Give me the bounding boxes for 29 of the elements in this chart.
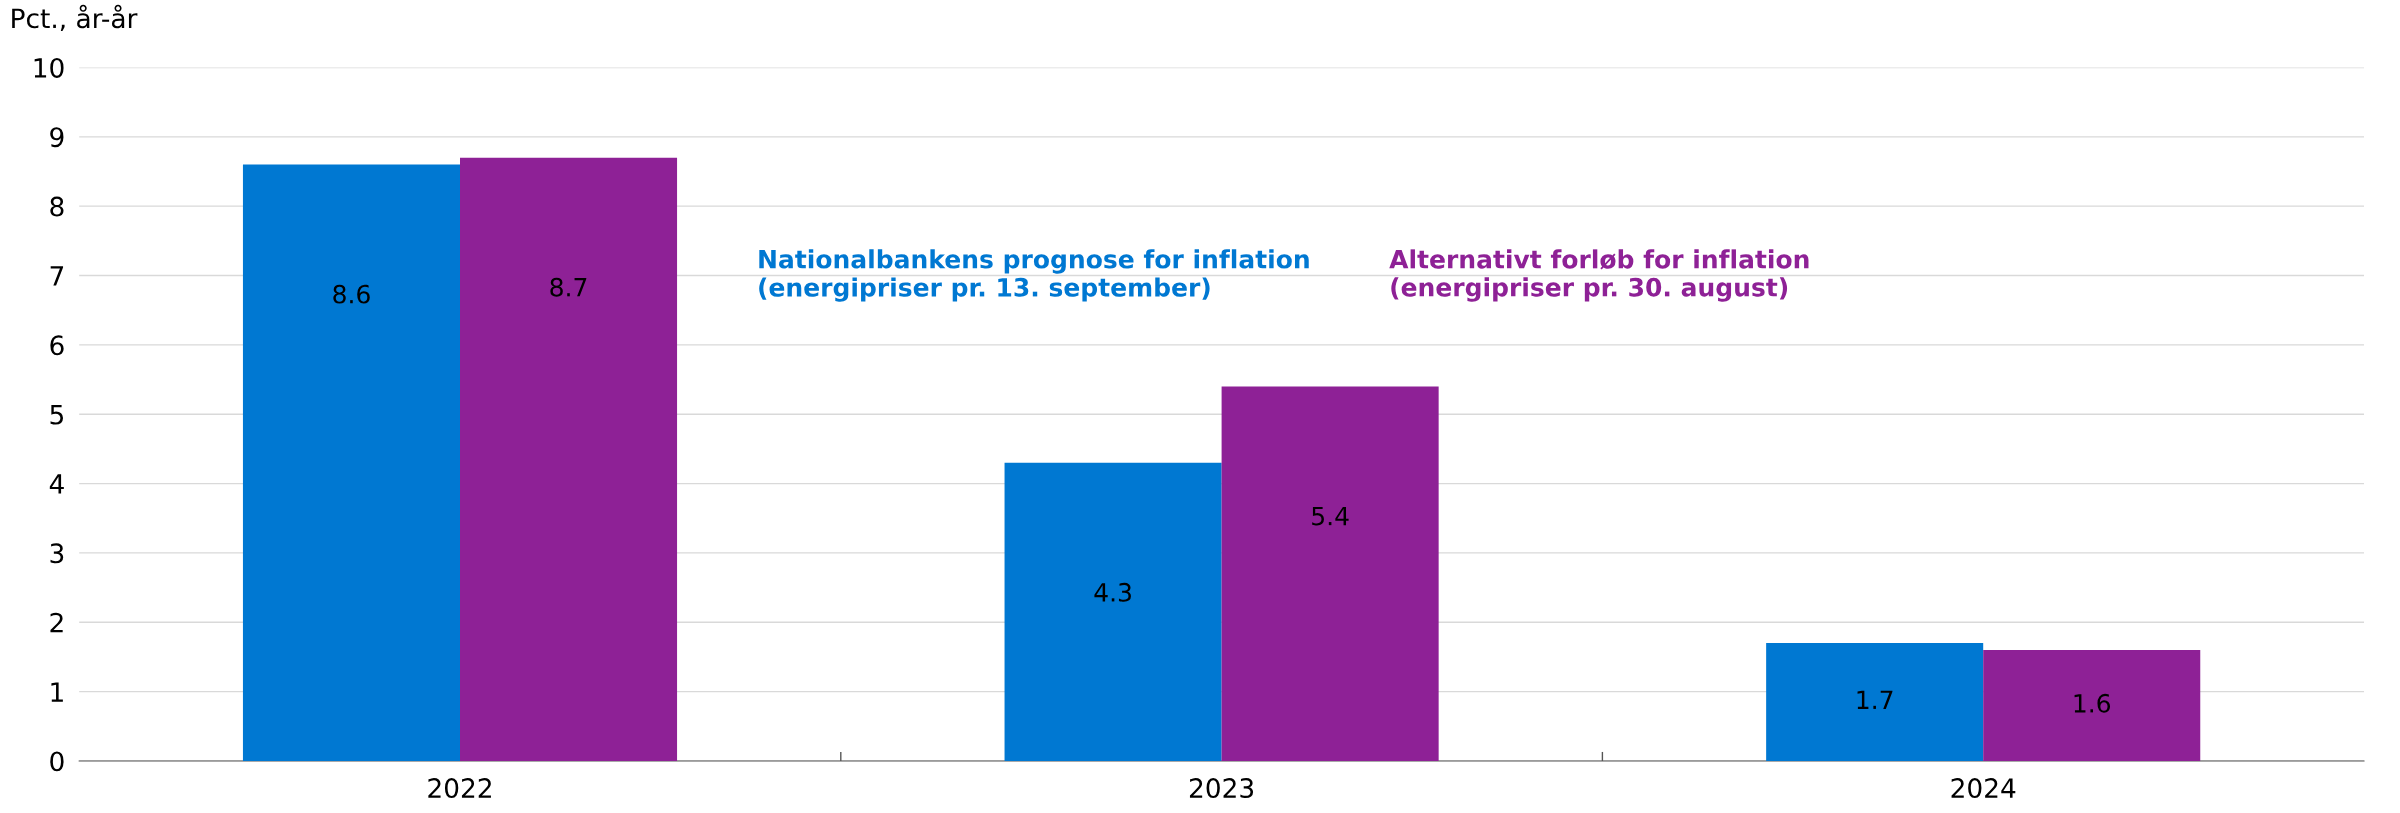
data-label: 4.3 — [1094, 582, 1131, 602]
data-label: 5.4 — [1312, 506, 1349, 526]
bar — [460, 157, 678, 761]
y-tick-label: 1 — [51, 682, 63, 702]
x-tick-label: 2024 — [1951, 778, 2016, 799]
data-label: 1.7 — [1857, 690, 1893, 709]
y-tick-label: 2 — [50, 612, 63, 633]
bar — [1221, 386, 1439, 761]
data-label: 1.6 — [2074, 693, 2111, 713]
bar — [1004, 462, 1222, 761]
y-axis-title: Pct., år-år — [12, 4, 138, 32]
x-tick-label: 2023 — [1189, 778, 1254, 799]
bar — [1983, 650, 2201, 761]
x-tick-label: 2022 — [428, 778, 491, 799]
y-tick-label: 10 — [34, 57, 64, 78]
y-tick-label: 6 — [50, 335, 64, 356]
y-tick-label: 0 — [50, 751, 64, 772]
y-tick-label: 3 — [50, 543, 64, 564]
data-label: 8.6 — [333, 284, 370, 304]
y-tick-label: 4 — [49, 474, 64, 494]
y-tick-label: 7 — [50, 266, 64, 286]
bar — [1766, 643, 1984, 761]
y-tick-label: 5 — [50, 405, 64, 425]
text: Alternativt forløb for inflation (energipriser pr. 30. august) — [1389, 249, 1809, 302]
bar — [242, 164, 460, 761]
y-tick-label: 8 — [50, 196, 64, 217]
data-label: 8.7 — [550, 277, 587, 297]
text: Nationalbankens prognose for inflation (energipriser pr. 13. september) — [759, 249, 1309, 302]
y-tick-label: 9 — [50, 127, 64, 148]
